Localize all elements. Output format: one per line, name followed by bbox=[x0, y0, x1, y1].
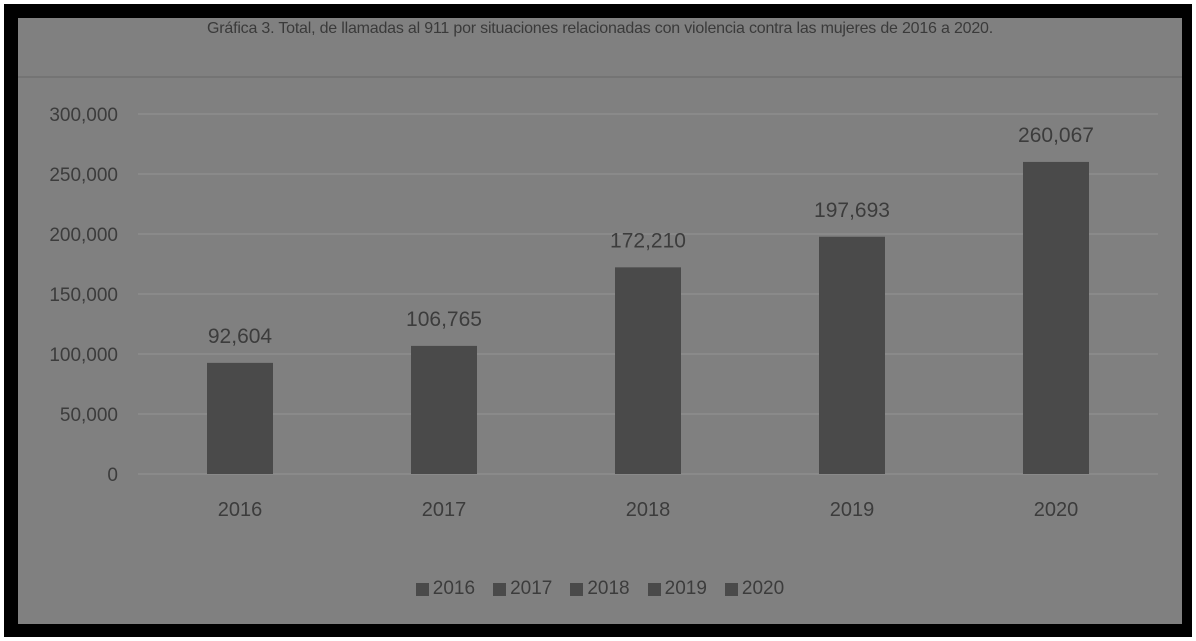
legend-swatch bbox=[724, 582, 738, 596]
legend-item: 2017 bbox=[493, 578, 552, 600]
legend-item: 2019 bbox=[647, 578, 707, 600]
chart-frame: Gráfica 3. Total, de llamadas al 911 por… bbox=[4, 4, 1192, 637]
legend-swatch bbox=[647, 582, 661, 596]
legend-item: 2018 bbox=[570, 578, 630, 600]
x-tick-label: 2019 bbox=[830, 499, 875, 521]
x-tick-label: 2017 bbox=[422, 499, 467, 521]
y-tick-label: 200,000 bbox=[49, 225, 118, 246]
bar bbox=[1023, 161, 1089, 474]
y-tick-label: 0 bbox=[107, 465, 118, 486]
title-band: Gráfica 3. Total, de llamadas al 911 por… bbox=[18, 18, 1182, 78]
data-label: 172,210 bbox=[610, 229, 686, 252]
chart-panel: Gráfica 3. Total, de llamadas al 911 por… bbox=[18, 18, 1182, 624]
legend-label: 2016 bbox=[432, 578, 476, 599]
bar bbox=[819, 236, 885, 474]
data-label: 260,067 bbox=[1018, 124, 1094, 147]
legend-label: 2019 bbox=[664, 578, 707, 599]
chart-legend: 2016 2017 2018 2019 2020 bbox=[18, 578, 1182, 600]
bar-chart: 0 50,000 100,000 150,000 200,000 250,000 300,0… bbox=[49, 105, 1158, 521]
x-tick-label: 2020 bbox=[1034, 499, 1079, 521]
y-tick-label: 50,000 bbox=[60, 405, 118, 426]
y-tick-label: 300,000 bbox=[49, 105, 118, 126]
legend-label: 2017 bbox=[510, 578, 553, 599]
legend-swatch bbox=[493, 582, 507, 596]
y-tick-label: 250,000 bbox=[49, 165, 118, 186]
bar bbox=[411, 345, 477, 474]
bar bbox=[615, 267, 681, 474]
y-tick-label: 100,000 bbox=[49, 345, 118, 366]
chart-title: Gráfica 3. Total, de llamadas al 911 por… bbox=[207, 20, 993, 37]
data-label: 106,765 bbox=[406, 308, 482, 331]
legend-label: 2020 bbox=[741, 578, 785, 599]
bar bbox=[207, 362, 273, 474]
data-label: 92,604 bbox=[208, 325, 273, 348]
legend-swatch bbox=[415, 582, 429, 596]
data-label: 197,693 bbox=[814, 199, 890, 222]
x-tick-label: 2018 bbox=[626, 499, 671, 521]
legend-label: 2018 bbox=[587, 578, 630, 599]
legend-swatch bbox=[570, 582, 584, 596]
y-tick-label: 150,000 bbox=[49, 285, 118, 306]
x-tick-label: 2016 bbox=[218, 499, 263, 521]
legend-item: 2020 bbox=[724, 578, 785, 600]
legend-item: 2016 bbox=[415, 578, 476, 600]
